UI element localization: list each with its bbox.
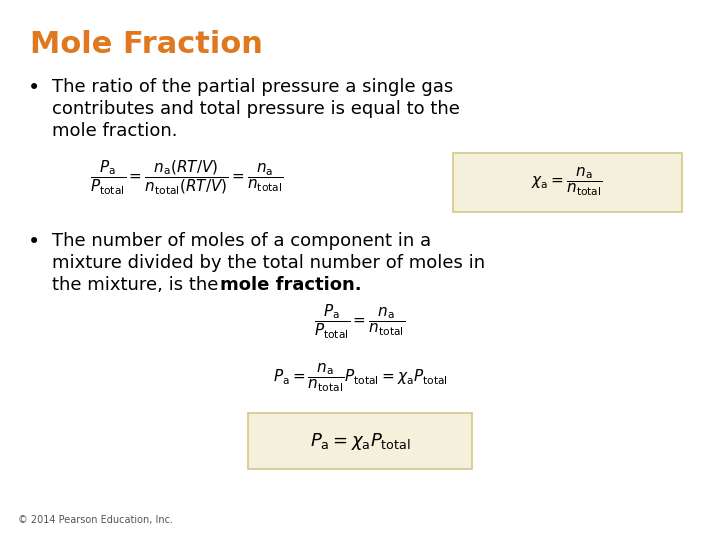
Text: $P_\mathrm{a} = \dfrac{n_\mathrm{a}}{n_\mathrm{total}} P_\mathrm{total} = \chi_\: $P_\mathrm{a} = \dfrac{n_\mathrm{a}}{n_\… bbox=[273, 362, 447, 394]
Text: $\dfrac{P_\mathrm{a}}{P_\mathrm{total}} = \dfrac{n_\mathrm{a}(RT/V)}{n_\mathrm{t: $\dfrac{P_\mathrm{a}}{P_\mathrm{total}} … bbox=[90, 159, 284, 197]
Text: $\dfrac{P_\mathrm{a}}{P_\mathrm{total}} = \dfrac{n_\mathrm{a}}{n_\mathrm{total}}: $\dfrac{P_\mathrm{a}}{P_\mathrm{total}} … bbox=[315, 303, 405, 341]
Text: mole fraction.: mole fraction. bbox=[52, 122, 178, 140]
Text: mixture divided by the total number of moles in: mixture divided by the total number of m… bbox=[52, 254, 485, 272]
Text: $\chi_\mathrm{a} = \dfrac{n_\mathrm{a}}{n_\mathrm{total}}$: $\chi_\mathrm{a} = \dfrac{n_\mathrm{a}}{… bbox=[531, 166, 603, 198]
Text: contributes and total pressure is equal to the: contributes and total pressure is equal … bbox=[52, 100, 460, 118]
Text: mole fraction.: mole fraction. bbox=[220, 276, 361, 294]
Text: the mixture, is the: the mixture, is the bbox=[52, 276, 224, 294]
Text: Mole Fraction: Mole Fraction bbox=[30, 30, 263, 59]
Text: •: • bbox=[28, 78, 40, 98]
Text: The ratio of the partial pressure a single gas: The ratio of the partial pressure a sing… bbox=[52, 78, 454, 96]
Text: $P_\mathrm{a} = \chi_\mathrm{a} P_\mathrm{total}$: $P_\mathrm{a} = \chi_\mathrm{a} P_\mathr… bbox=[310, 430, 410, 451]
Text: The number of moles of a component in a: The number of moles of a component in a bbox=[52, 232, 431, 250]
Text: © 2014 Pearson Education, Inc.: © 2014 Pearson Education, Inc. bbox=[18, 515, 173, 525]
FancyBboxPatch shape bbox=[453, 153, 682, 212]
Text: •: • bbox=[28, 232, 40, 252]
FancyBboxPatch shape bbox=[248, 413, 472, 469]
